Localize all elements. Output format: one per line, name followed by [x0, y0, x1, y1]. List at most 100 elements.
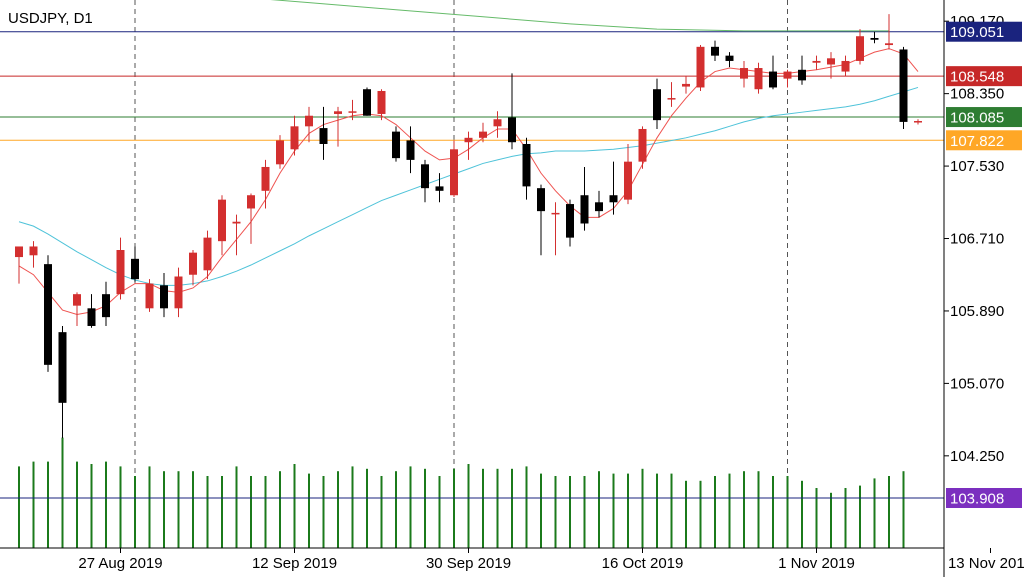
candle: [566, 199, 574, 247]
y-tick-label: 108.350: [950, 86, 1004, 103]
x-tick-label: 1 Nov 2019: [778, 555, 855, 572]
level-tag: 109.051: [946, 21, 1022, 42]
level-tag-label: 107.822: [950, 133, 1004, 150]
candle: [160, 272, 168, 318]
candle-body: [464, 137, 473, 143]
x-tick-label: 16 Oct 2019: [602, 555, 684, 572]
candle-body: [406, 140, 415, 160]
candle-body: [145, 283, 154, 309]
candle: [624, 143, 632, 205]
candle-body: [160, 285, 168, 309]
x-tick-label: 30 Sep 2019: [426, 555, 511, 572]
candle: [348, 99, 357, 121]
candle: [769, 55, 777, 90]
candle-body: [653, 89, 661, 121]
volume-level-tag-bg: [946, 488, 1022, 508]
candle: [856, 29, 864, 65]
candle-body: [29, 246, 38, 256]
chart-frame: [0, 0, 945, 577]
candle-body: [522, 143, 531, 187]
candle: [131, 246, 139, 282]
candle-body: [58, 332, 67, 403]
candle: [479, 122, 487, 143]
x-tick-label: 27 Aug 2019: [78, 555, 162, 572]
candle: [522, 137, 531, 200]
candle: [247, 193, 255, 244]
y-tick-label: 107.530: [950, 158, 1004, 175]
ma-fast-line: [18, 48, 919, 316]
candle-body: [754, 68, 763, 90]
candle-body: [856, 36, 864, 61]
candle-body: [363, 89, 371, 116]
candle-body: [102, 294, 110, 318]
candle: [783, 69, 792, 88]
candle-body: [218, 199, 226, 242]
candle-body: [479, 131, 487, 138]
candle-body: [421, 164, 429, 189]
y-axis: 109.170108.350107.530106.710105.890105.0…: [944, 13, 1004, 465]
candle-body: [319, 128, 328, 144]
candle-body: [247, 195, 255, 209]
candle: [203, 230, 212, 280]
candle: [261, 159, 270, 209]
candle-body: [711, 46, 719, 56]
candle-body: [740, 68, 748, 79]
candle: [580, 166, 589, 231]
candle: [189, 250, 197, 286]
candle: [493, 111, 502, 138]
candle: [725, 52, 734, 68]
candle-body: [595, 202, 603, 212]
y-tick-label: 104.250: [950, 448, 1004, 465]
candle: [696, 45, 705, 91]
candle: [595, 190, 603, 218]
candle-body: [566, 204, 574, 238]
candle-body: [392, 131, 400, 159]
candle: [392, 126, 400, 162]
level-tags: 109.051 108.548 108.085 107.822 103.908: [946, 21, 1022, 508]
volume-level-tag-label: 103.908: [950, 491, 1004, 508]
candle-body: [914, 121, 922, 123]
candle: [711, 40, 719, 61]
candles: [15, 14, 922, 439]
ma-long-line: [270, 0, 889, 32]
x-tick-label: 13 Nov 2019: [948, 555, 1024, 572]
level-tag: 108.548: [946, 66, 1022, 87]
candle-body: [841, 60, 850, 72]
candle-body: [189, 252, 197, 275]
level-tag: 107.822: [946, 130, 1022, 151]
candle-body: [580, 195, 589, 224]
candle: [276, 135, 284, 169]
candle: [58, 325, 67, 439]
level-tag-bg: [946, 66, 1022, 87]
candle-body: [667, 98, 676, 100]
candle-body: [261, 166, 270, 191]
candle-body: [827, 58, 835, 65]
candle: [73, 292, 81, 326]
x-axis: 27 Aug 2019 12 Sep 2019 30 Sep 2019 16 Oct …: [78, 548, 1024, 572]
candle: [377, 89, 386, 121]
level-tag-bg: [946, 107, 1022, 128]
candle: [450, 140, 458, 197]
candle-body: [551, 212, 560, 215]
candle: [102, 281, 110, 326]
candle: [812, 55, 821, 70]
candle: [305, 106, 313, 143]
candle-body: [609, 195, 618, 203]
candle-body: [87, 308, 96, 326]
candle: [174, 267, 183, 318]
candle-body: [348, 111, 357, 113]
candle-body: [493, 119, 502, 127]
candle-body: [73, 294, 81, 306]
y-tick-label: 105.070: [950, 375, 1004, 392]
candle-body: [435, 186, 444, 191]
candle: [15, 246, 23, 284]
date-separators: [134, 0, 788, 548]
candle-body: [44, 264, 52, 365]
candle-body: [725, 55, 734, 61]
candle-body: [899, 49, 908, 122]
candle: [551, 202, 560, 256]
candle-body: [537, 188, 545, 212]
candle: [421, 159, 429, 203]
horizontal-levels: [0, 31, 944, 499]
